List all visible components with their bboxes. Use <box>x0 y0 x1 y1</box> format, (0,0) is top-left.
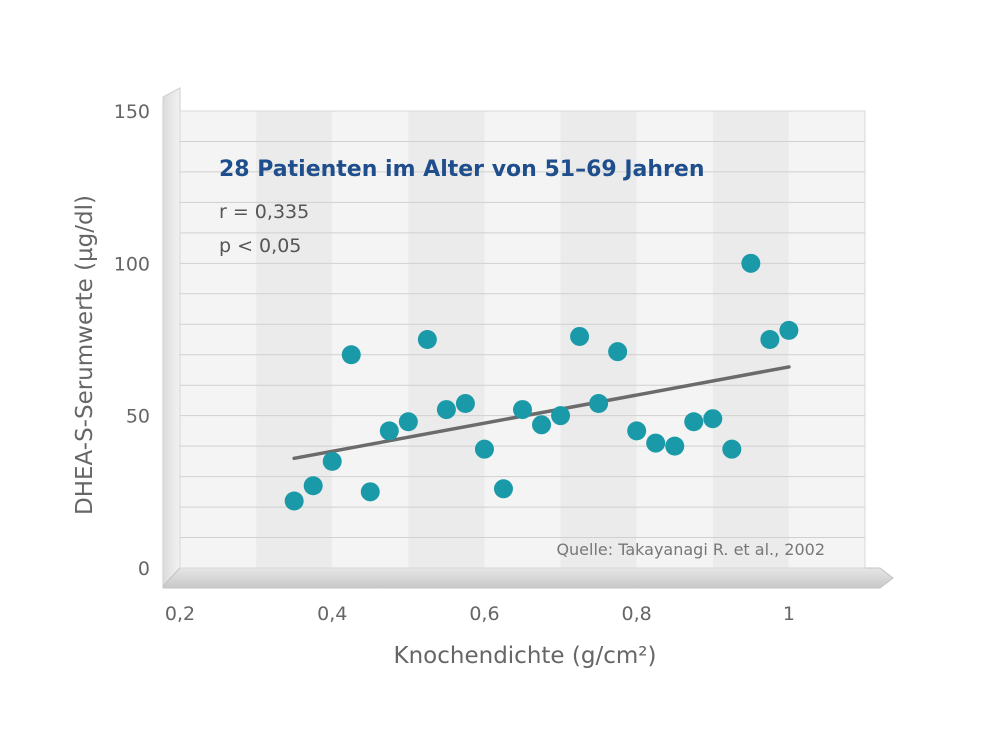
data-point <box>646 433 666 453</box>
x-tick-label: 0,6 <box>469 603 499 625</box>
data-point <box>360 482 380 502</box>
data-point <box>398 412 418 432</box>
plot-band <box>788 111 865 568</box>
data-point <box>551 406 571 426</box>
x-tick-label: 0,8 <box>622 603 652 625</box>
data-point <box>722 439 742 459</box>
stat-r: r = 0,335 <box>219 201 309 223</box>
y-tick-label: 0 <box>138 558 150 580</box>
data-point <box>474 439 494 459</box>
plot-band <box>636 111 713 568</box>
y-tick-label: 50 <box>126 406 150 428</box>
data-point <box>341 345 361 365</box>
plot-band <box>180 111 257 568</box>
data-point <box>703 409 723 429</box>
data-point <box>608 342 628 362</box>
data-point <box>436 400 456 420</box>
x-tick-label: 1 <box>783 603 795 625</box>
x-tick-label: 0,4 <box>317 603 347 625</box>
trendline <box>292 365 791 461</box>
y-tick-labels: 0 50 100 150 <box>114 101 150 580</box>
data-point <box>379 421 399 441</box>
stat-p: p < 0,05 <box>219 235 301 257</box>
data-point <box>493 479 513 499</box>
chart-title: 28 Patienten im Alter von 51–69 Jahren <box>219 157 704 182</box>
source-note: Quelle: Takayanagi R. et al., 2002 <box>556 540 825 559</box>
data-point <box>779 320 799 340</box>
data-point <box>417 330 437 349</box>
y-tick-label: 150 <box>114 101 150 123</box>
x-tick-label: 0,2 <box>165 603 195 625</box>
x-axis-label: Knochendichte (g/cm²) <box>394 643 657 669</box>
x-tick-labels: 0,2 0,4 0,6 0,8 1 <box>165 603 795 625</box>
data-point <box>303 476 323 496</box>
data-point <box>741 253 761 273</box>
y-axis-label: DHEA-S-Serumwerte (µg/dl) <box>72 195 98 515</box>
data-point <box>589 393 609 413</box>
data-point <box>627 421 647 441</box>
data-point <box>665 436 685 456</box>
data-point <box>532 415 552 435</box>
data-point <box>513 400 532 420</box>
data-point <box>322 451 342 471</box>
data-point <box>455 393 475 413</box>
data-point <box>284 491 304 511</box>
plot-border <box>179 110 866 569</box>
y-tick-label: 100 <box>114 253 150 275</box>
left-wall <box>162 87 181 588</box>
data-point <box>684 412 704 432</box>
data-point <box>570 326 590 346</box>
floor-axis <box>162 567 894 589</box>
data-points <box>284 253 799 511</box>
data-point <box>760 330 780 349</box>
